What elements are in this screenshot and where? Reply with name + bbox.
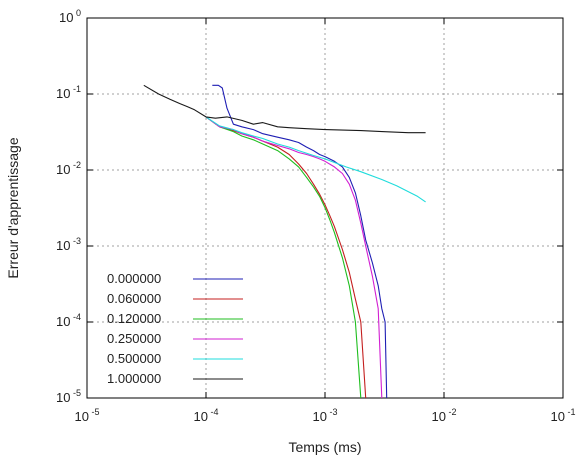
y-axis-label: Erreur d'apprentissage [5, 137, 21, 278]
series-line-0.250000 [205, 116, 383, 398]
series-lines [143, 84, 426, 398]
y-tick-base: 10 [56, 314, 70, 329]
legend-label: 0.250000 [107, 331, 161, 346]
legend-label: 1.000000 [107, 371, 161, 386]
y-tick-exponent: -4 [70, 312, 81, 322]
legend: 0.000000 0.060000 0.120000 0.250000 0.500000… [107, 271, 243, 386]
x-tick-base: 10 [194, 409, 208, 424]
legend-label: 0.060000 [107, 291, 161, 306]
y-tick-exponent: 0 [73, 8, 81, 18]
y-tick-base: 10 [56, 162, 70, 177]
y-tick-label: 10 -5 [56, 388, 81, 405]
x-tick-exponent: -4 [208, 407, 219, 417]
x-tick-exponent: -3 [327, 407, 338, 417]
series-line-0.000000 [212, 84, 388, 398]
y-tick-exponent: -5 [70, 388, 81, 398]
y-tick-base: 10 [56, 238, 70, 253]
x-tick-exponent: -1 [565, 407, 576, 417]
y-tick-base: 10 [59, 10, 73, 25]
y-tick-label: 10 -2 [56, 160, 81, 177]
x-tick-base: 10 [551, 409, 565, 424]
y-tick-label: 10 -4 [56, 312, 81, 329]
legend-label: 0.120000 [107, 311, 161, 326]
series-line-0.120000 [205, 116, 362, 398]
x-tick-base: 10 [75, 409, 89, 424]
y-tick-exponent: -3 [70, 236, 81, 246]
y-tick-base: 10 [56, 390, 70, 405]
x-tick-label: 10 -5 [75, 407, 100, 424]
y-tick-label: 10 0 [59, 8, 81, 25]
y-tick-label: 10 -3 [56, 236, 81, 253]
y-tick-base: 10 [56, 86, 70, 101]
x-tick-label: 10 -1 [551, 407, 576, 424]
legend-label: 0.000000 [107, 271, 161, 286]
y-tick-exponent: -1 [70, 84, 81, 94]
x-tick-label: 10 -2 [432, 407, 457, 424]
legend-label: 0.500000 [107, 351, 161, 366]
x-axis-label: Temps (ms) [288, 439, 361, 455]
x-tick-base: 10 [432, 409, 446, 424]
x-tick-label: 10 -4 [194, 407, 219, 424]
series-line-0.500000 [205, 116, 426, 203]
x-tick-exponent: -5 [89, 407, 100, 417]
series-line-1.000000 [143, 84, 426, 134]
y-tick-exponent: -2 [70, 160, 81, 170]
y-tick-label: 10 -1 [56, 84, 81, 101]
x-tick-label: 10 -3 [313, 407, 338, 424]
axis-ticks: 10 -5 10 -4 10 -3 10 -2 10 -110 010 -110 -21… [56, 8, 575, 424]
x-tick-exponent: -2 [446, 407, 457, 417]
x-tick-base: 10 [313, 409, 327, 424]
